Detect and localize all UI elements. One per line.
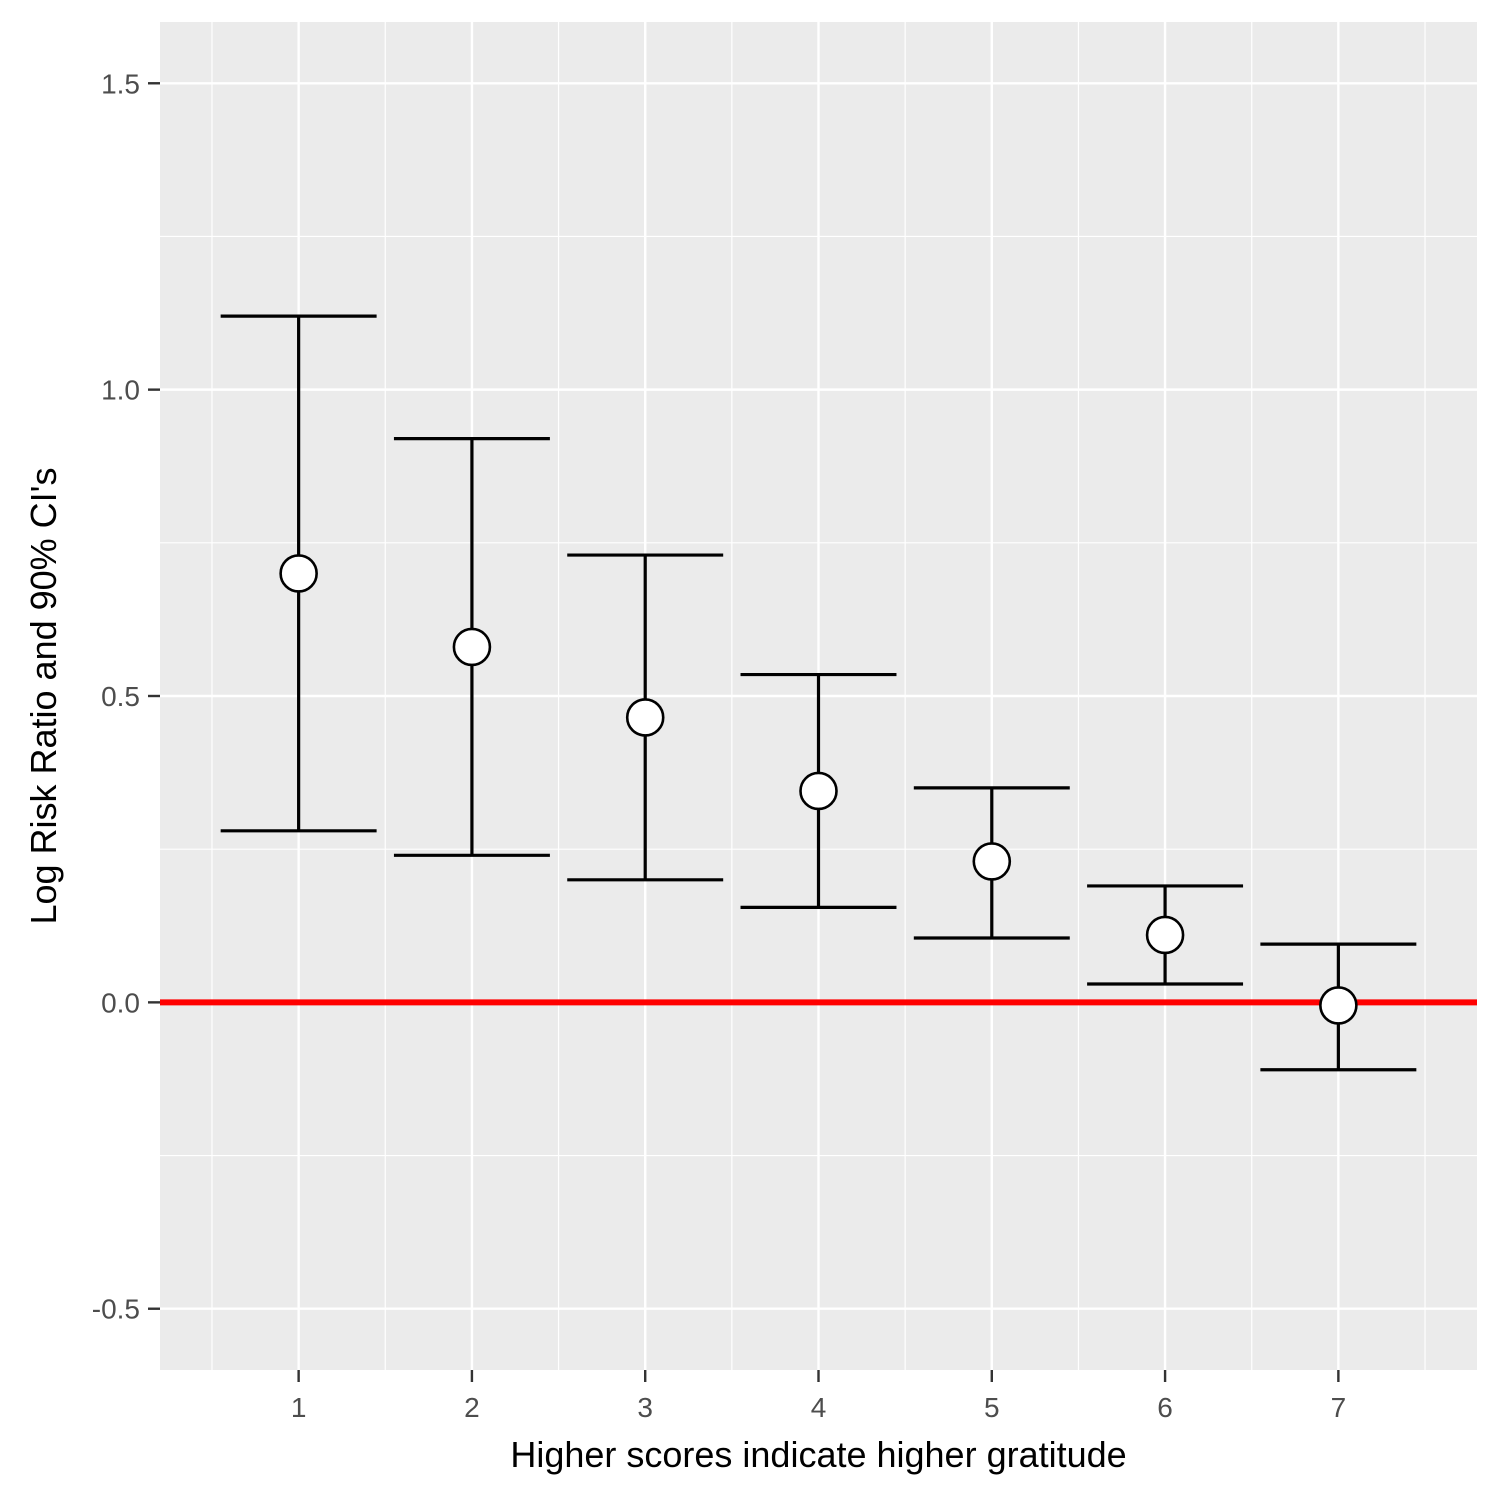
estimate-point bbox=[452, 627, 492, 667]
errorbar-group bbox=[393, 437, 550, 857]
estimate-point bbox=[1145, 915, 1185, 955]
x-tick-label: 7 bbox=[1331, 1392, 1347, 1423]
errorbar-group bbox=[913, 786, 1070, 940]
estimate-point bbox=[972, 842, 1012, 881]
errorbar-group bbox=[567, 553, 724, 882]
estimate-point bbox=[799, 771, 838, 811]
errorbar-group bbox=[220, 314, 377, 833]
x-tick-label: 1 bbox=[291, 1392, 307, 1423]
errorbar-group bbox=[1260, 942, 1417, 1072]
estimate-point bbox=[1319, 986, 1358, 1025]
y-tick-label: 0.5 bbox=[101, 681, 140, 712]
y-tick-label: 0.0 bbox=[101, 987, 140, 1018]
x-tick-label: 5 bbox=[984, 1392, 1000, 1423]
data-layer bbox=[220, 314, 1417, 1072]
estimate-point bbox=[625, 698, 665, 737]
y-tick-label: 1.5 bbox=[101, 68, 140, 99]
x-tick-label: 2 bbox=[464, 1392, 480, 1423]
x-tick-label: 4 bbox=[811, 1392, 827, 1423]
y-tick-label: -0.5 bbox=[92, 1294, 140, 1325]
y-axis-title: Log Risk Ratio and 90% CI's bbox=[23, 467, 64, 924]
errorbar-group bbox=[740, 672, 897, 909]
x-tick-label: 6 bbox=[1157, 1392, 1173, 1423]
y-tick-label: 1.0 bbox=[101, 375, 140, 406]
errorbar-group bbox=[1087, 884, 1244, 986]
axes: -0.5 0.0 0.5 1.0 1.5 1 2 3 4 5 6 7 bbox=[92, 68, 1346, 1423]
x-tick-label: 3 bbox=[637, 1392, 653, 1423]
x-axis-title: Higher scores indicate higher gratitude bbox=[510, 1434, 1126, 1475]
estimate-point bbox=[279, 554, 318, 593]
